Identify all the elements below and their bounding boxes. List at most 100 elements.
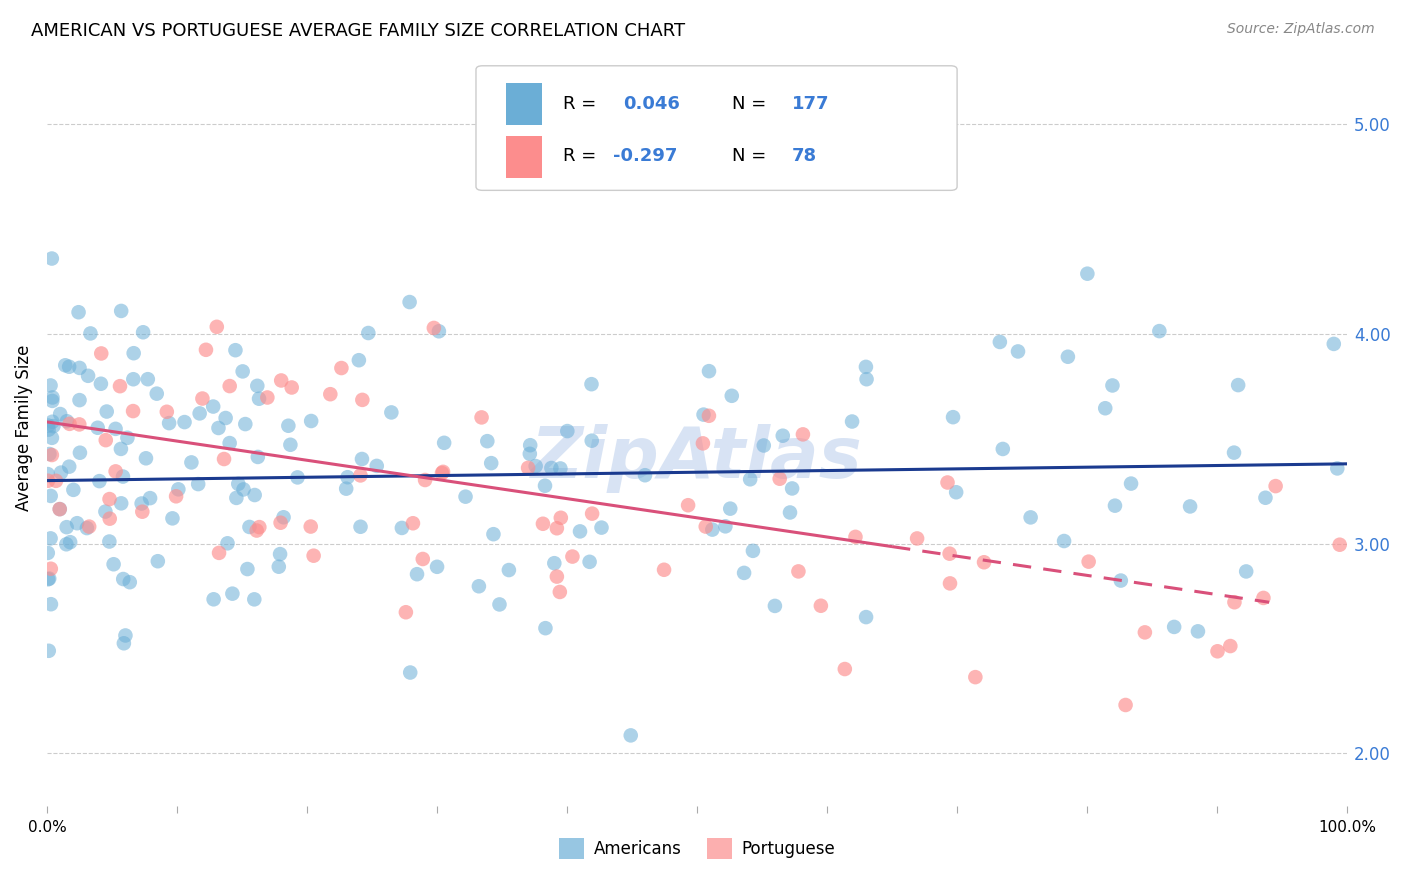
- Point: [41, 391, 63, 405]
- Point: [412, 552, 434, 566]
- Point: [90, 376, 112, 391]
- Point: [139, 491, 162, 505]
- Point: [519, 447, 541, 461]
- Point: [55, 520, 77, 534]
- Point: [543, 556, 565, 570]
- Point: [104, 464, 127, 478]
- Point: [391, 521, 413, 535]
- Point: [89, 474, 111, 488]
- Text: R =: R =: [564, 95, 596, 112]
- Point: [855, 610, 877, 624]
- Point: [581, 507, 603, 521]
- Point: [207, 421, 229, 435]
- Point: [1234, 565, 1257, 579]
- Point: [48, 502, 70, 516]
- Point: [347, 353, 370, 368]
- Point: [221, 587, 243, 601]
- Point: [430, 466, 453, 480]
- Point: [1109, 574, 1132, 588]
- Point: [733, 566, 755, 580]
- Point: [90, 346, 112, 360]
- Point: [39, 489, 62, 503]
- Point: [855, 359, 877, 374]
- Point: [233, 417, 256, 431]
- Point: [1264, 479, 1286, 493]
- Point: [58, 417, 80, 431]
- Point: [550, 510, 572, 524]
- Point: [277, 418, 299, 433]
- Point: [772, 428, 794, 442]
- Point: [37, 572, 59, 586]
- Point: [557, 424, 579, 438]
- Point: [942, 410, 965, 425]
- Point: [534, 479, 557, 493]
- Point: [41, 393, 63, 408]
- Point: [676, 498, 699, 512]
- Point: [246, 524, 269, 538]
- Point: [1115, 698, 1137, 712]
- Point: [780, 482, 803, 496]
- Point: [546, 569, 568, 583]
- Point: [697, 409, 720, 423]
- Point: [591, 520, 613, 534]
- Point: [498, 563, 520, 577]
- Point: [1323, 337, 1346, 351]
- Point: [122, 346, 145, 360]
- Point: [398, 295, 420, 310]
- Point: [77, 519, 100, 533]
- Point: [1076, 267, 1098, 281]
- Point: [187, 477, 209, 491]
- Point: [350, 452, 373, 467]
- Point: [841, 415, 863, 429]
- Point: [246, 379, 269, 393]
- Point: [208, 546, 231, 560]
- Bar: [506, 83, 543, 125]
- Point: [110, 304, 132, 318]
- Point: [118, 575, 141, 590]
- Point: [269, 547, 291, 561]
- Point: [426, 559, 449, 574]
- Point: [620, 728, 643, 742]
- Point: [132, 325, 155, 339]
- Point: [135, 451, 157, 466]
- Point: [855, 372, 877, 386]
- Point: [42, 419, 65, 434]
- Text: N =: N =: [733, 147, 766, 165]
- Point: [634, 468, 657, 483]
- Point: [37, 418, 59, 433]
- Point: [652, 563, 675, 577]
- Point: [53, 359, 76, 373]
- Point: [1104, 499, 1126, 513]
- Point: [844, 530, 866, 544]
- Point: [534, 621, 557, 635]
- Point: [349, 520, 371, 534]
- Point: [548, 585, 571, 599]
- Text: 177: 177: [792, 95, 830, 112]
- Point: [86, 421, 108, 435]
- Point: [79, 326, 101, 341]
- Point: [146, 554, 169, 568]
- Point: [104, 422, 127, 436]
- Text: N =: N =: [733, 95, 766, 112]
- Point: [299, 519, 322, 533]
- Point: [763, 599, 786, 613]
- Text: R =: R =: [564, 147, 596, 165]
- Point: [273, 510, 295, 524]
- Point: [122, 404, 145, 418]
- Point: [299, 414, 322, 428]
- Point: [69, 360, 91, 375]
- Point: [1253, 591, 1275, 605]
- Point: [270, 516, 292, 530]
- Point: [157, 416, 180, 430]
- Point: [37, 467, 59, 481]
- Point: [280, 438, 302, 452]
- Point: [38, 423, 60, 437]
- Point: [319, 387, 342, 401]
- Point: [692, 408, 714, 422]
- FancyBboxPatch shape: [477, 66, 957, 190]
- Point: [218, 379, 240, 393]
- Point: [38, 644, 60, 658]
- Point: [1329, 538, 1351, 552]
- Point: [413, 473, 436, 487]
- Point: [349, 468, 371, 483]
